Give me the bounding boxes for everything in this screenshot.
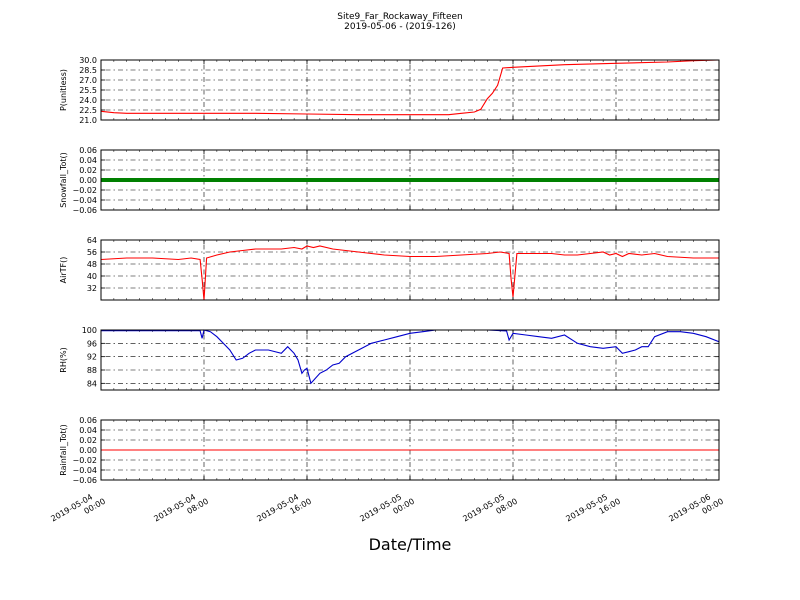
y-tick-label: 100 — [82, 326, 97, 335]
x-axis-label: Date/Time — [369, 535, 452, 554]
panels: 21.022.524.025.527.028.530.0 P(unitless) −… — [59, 56, 720, 485]
y-tick-label: 32 — [87, 284, 97, 293]
panel-1: 21.022.524.025.527.028.530.0 P(unitless) — [59, 56, 720, 125]
y-tick-label: 30.0 — [79, 56, 97, 65]
y-tick-label: 27.0 — [79, 76, 97, 85]
y-axis-label: P(unitless) — [59, 69, 68, 111]
axes-frame — [100, 59, 720, 121]
axes-frame — [100, 149, 720, 211]
y-tick-label: 0.06 — [79, 146, 97, 155]
x-tick-label: 2019-05-0600:00 — [667, 488, 725, 532]
y-tick-label: −0.06 — [72, 206, 97, 215]
x-tick-label: 2019-05-0400:00 — [49, 488, 107, 532]
panel-2: −0.06−0.04−0.020.000.020.040.06 Snowfall_… — [59, 146, 720, 215]
y-tick-label: −0.02 — [72, 456, 97, 465]
y-tick-label: 88 — [87, 366, 97, 375]
y-tick-label: −0.04 — [72, 196, 97, 205]
x-tick-label: 2019-05-0416:00 — [255, 488, 313, 532]
y-axis-label: Rainfall_Tot() — [59, 424, 68, 476]
x-tick-label: 2019-05-0408:00 — [152, 488, 210, 532]
y-tick-label: 25.5 — [79, 86, 97, 95]
y-tick-label: 0.02 — [79, 436, 97, 445]
chart-subtitle: 2019-05-06 - (2019-126) — [344, 22, 456, 32]
panel-4: 84 88 92 96 100 RH(%) — [59, 326, 720, 391]
y-tick-label: 40 — [87, 272, 97, 281]
y-axis-label: Snowfall_Tot() — [59, 152, 68, 208]
y-tick-label: 28.5 — [79, 66, 97, 75]
y-tick-label: −0.06 — [72, 476, 97, 485]
axes-frame — [100, 329, 720, 391]
y-tick-label: 96 — [87, 339, 97, 348]
y-tick-label: 0.02 — [79, 166, 97, 175]
y-axis-label: AirTF() — [59, 257, 68, 284]
series-line-4 — [101, 329, 719, 385]
y-tick-label: 21.0 — [79, 116, 97, 125]
y-tick-label: 0.00 — [79, 176, 97, 185]
y-tick-label: 24.0 — [79, 96, 97, 105]
y-tick-label: 22.5 — [79, 106, 97, 115]
y-tick-label: 84 — [87, 379, 97, 388]
series-line-1 — [101, 59, 719, 116]
y-axis-label: RH(%) — [59, 347, 68, 372]
panel-3: 32 40 48 56 64 AirTF() — [59, 236, 720, 301]
y-tick-label: 0.00 — [79, 446, 97, 455]
chart-title: Site9_Far_Rockaway_Fifteen — [337, 12, 463, 22]
y-tick-label: 56 — [87, 248, 97, 257]
panel-5: −0.06−0.04−0.020.000.020.040.06 Rainfall_… — [59, 416, 720, 485]
y-tick-label: 64 — [87, 236, 97, 245]
y-tick-label: 92 — [87, 353, 97, 362]
y-tick-label: −0.04 — [72, 466, 97, 475]
axes-frame — [100, 239, 720, 301]
y-tick-label: 0.04 — [79, 156, 97, 165]
x-tick-label: 2019-05-0516:00 — [564, 488, 622, 532]
y-tick-label: 48 — [87, 260, 97, 269]
series-line-3 — [101, 245, 719, 301]
x-tick-label: 2019-05-0508:00 — [461, 488, 519, 532]
x-tick-label: 2019-05-0500:00 — [358, 488, 416, 532]
axes-frame — [100, 419, 720, 481]
y-tick-label: 0.06 — [79, 416, 97, 425]
y-tick-label: −0.02 — [72, 186, 97, 195]
x-tick-labels: 2019-05-0400:00 2019-05-0408:00 2019-05-04… — [49, 488, 725, 532]
y-tick-label: 0.04 — [79, 426, 97, 435]
